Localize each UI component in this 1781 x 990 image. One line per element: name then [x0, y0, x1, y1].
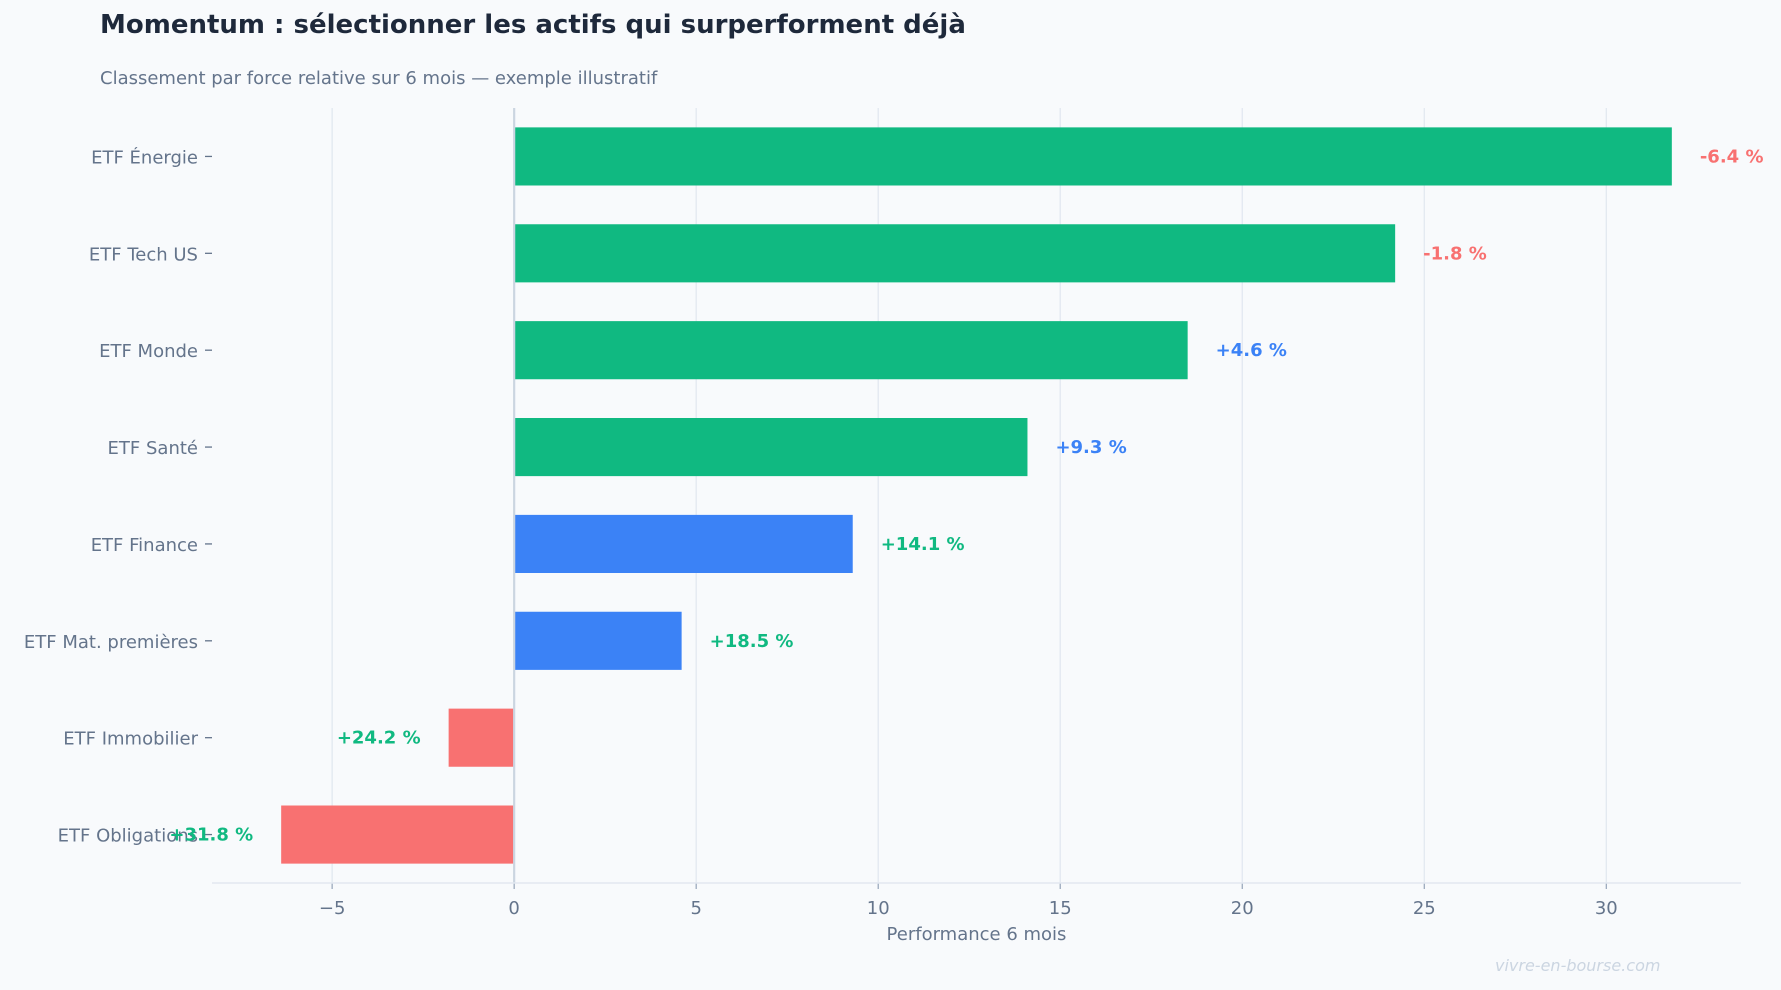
category-label: ETF Immobilier — [63, 729, 198, 750]
x-tick-label: 15 — [1049, 898, 1072, 919]
category-label: ETF Tech US — [89, 244, 198, 265]
data-label: +18.5 % — [710, 631, 794, 652]
category-label: ETF Obligations — [58, 826, 198, 847]
data-label: -1.8 % — [1423, 243, 1487, 264]
data-label: +4.6 % — [1216, 340, 1287, 361]
category-label: ETF Finance — [91, 535, 198, 556]
chart-subtitle: Classement par force relative sur 6 mois… — [100, 68, 658, 89]
data-label: +14.1 % — [881, 534, 965, 555]
data-label: +24.2 % — [337, 728, 421, 749]
x-tick-label: 10 — [867, 898, 890, 919]
data-label: -6.4 % — [1700, 146, 1764, 167]
x-tick-label: 25 — [1413, 898, 1436, 919]
bar — [514, 224, 1396, 283]
chart-title: Momentum : sélectionner les actifs qui s… — [100, 10, 966, 40]
bar — [281, 805, 515, 864]
x-tick-label: −5 — [319, 898, 346, 919]
x-tick-label: 20 — [1231, 898, 1254, 919]
x-tick-label: 0 — [508, 898, 519, 919]
watermark: vivre-en-bourse.com — [1495, 956, 1661, 975]
category-label: ETF Santé — [108, 438, 198, 459]
bar — [514, 418, 1028, 477]
bar — [448, 708, 515, 767]
data-label: +31.8 % — [169, 825, 253, 846]
category-label: ETF Monde — [99, 341, 198, 362]
bar — [514, 127, 1672, 186]
axes: −5 0 5 10 15 20 25 30 ETF Énergie ETF Tech US ETF … — [24, 108, 1741, 945]
category-label: ETF Énergie — [91, 146, 198, 168]
bars — [281, 127, 1672, 864]
category-label: ETF Mat. premières — [24, 632, 198, 653]
data-labels: -6.4 % -1.8 % +4.6 % +9.3 % +14.1 % +18.5 % +2… — [169, 146, 1763, 845]
data-label: +9.3 % — [1055, 437, 1126, 458]
bar — [514, 611, 682, 670]
bar — [514, 321, 1188, 380]
x-tick-label: 5 — [690, 898, 701, 919]
x-axis-title: Performance 6 mois — [887, 924, 1067, 945]
x-tick-label: 30 — [1595, 898, 1618, 919]
bar — [514, 514, 853, 573]
